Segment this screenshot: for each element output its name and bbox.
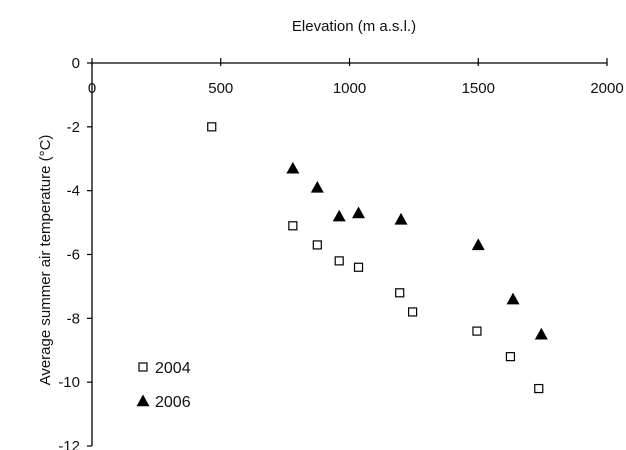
x-tick-label: 500 bbox=[208, 80, 233, 97]
x-axis-title: Elevation (m a.s.l.) bbox=[292, 18, 416, 35]
legend-item-2004: 2004 bbox=[138, 360, 191, 377]
legend-label: 2006 bbox=[155, 394, 191, 411]
data-point bbox=[394, 212, 408, 225]
data-point bbox=[505, 352, 516, 362]
data-point bbox=[534, 327, 548, 340]
data-point bbox=[288, 221, 298, 231]
legend-marker bbox=[138, 362, 148, 372]
series-2004 bbox=[207, 122, 544, 394]
x-tick-label: 1500 bbox=[462, 80, 495, 97]
data-point bbox=[312, 240, 322, 250]
data-point bbox=[207, 122, 217, 132]
y-tick-label: -12 bbox=[58, 438, 80, 450]
y-tick-label: 0 bbox=[72, 55, 80, 72]
series-2006 bbox=[286, 161, 548, 340]
legend: 2004 2006 bbox=[136, 360, 191, 411]
data-point bbox=[352, 206, 366, 219]
legend-item-2006: 2006 bbox=[136, 394, 191, 411]
x-tick-label: 1000 bbox=[333, 80, 366, 97]
data-point bbox=[534, 383, 544, 394]
y-tick-label: -8 bbox=[67, 310, 80, 327]
data-point bbox=[332, 209, 346, 222]
data-point bbox=[353, 262, 364, 272]
data-point bbox=[407, 307, 418, 317]
x-tick-label: 0 bbox=[88, 80, 96, 97]
data-point bbox=[334, 256, 344, 266]
y-tick-label: -2 bbox=[67, 119, 80, 136]
y-tick-label: -10 bbox=[58, 374, 80, 391]
data-point bbox=[471, 238, 485, 251]
axis-ticks: 0 500 1000 1500 2000 0 -2 -4 -6 -8 -10 -12 bbox=[58, 55, 623, 450]
y-axis-title: Average summer air temperature (°C) bbox=[37, 135, 54, 386]
data-point bbox=[395, 288, 405, 298]
data-point bbox=[286, 161, 300, 174]
legend-label: 2004 bbox=[155, 360, 191, 377]
data-point bbox=[472, 326, 482, 336]
data-point bbox=[506, 292, 520, 305]
y-tick-label: -4 bbox=[67, 183, 80, 200]
legend-marker bbox=[136, 394, 150, 407]
y-tick-label: -6 bbox=[67, 247, 80, 264]
x-tick-label: 2000 bbox=[590, 80, 623, 97]
data-points bbox=[207, 122, 548, 394]
data-point bbox=[310, 180, 324, 193]
